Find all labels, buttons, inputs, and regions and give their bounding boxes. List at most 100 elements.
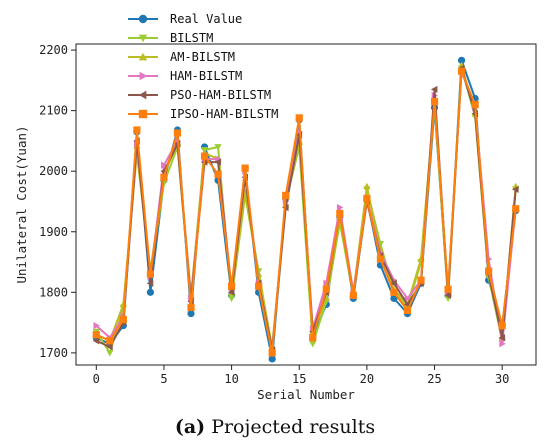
y-tick-label: 1800 <box>39 285 68 299</box>
x-tick-label: 5 <box>160 372 167 386</box>
legend: Real Value BILSTM AM-BILSTM HAM-BILSTM PSO-H… <box>128 12 278 121</box>
data-point <box>187 309 195 318</box>
series-layer <box>92 56 520 363</box>
data-point <box>214 144 222 151</box>
data-point <box>268 355 276 363</box>
data-point <box>430 97 439 106</box>
caption-text: Projected results <box>211 416 376 438</box>
x-tick-label: 20 <box>360 372 374 386</box>
data-point <box>363 182 371 190</box>
data-point <box>282 191 290 200</box>
data-point <box>227 288 235 296</box>
data-point <box>106 343 113 351</box>
data-point <box>161 161 168 169</box>
data-point <box>106 350 114 357</box>
series-real-value <box>92 56 520 363</box>
data-point <box>227 295 236 302</box>
legend-label: HAM-BILSTM <box>170 69 242 83</box>
x-tick-label: 10 <box>224 372 238 386</box>
axis-layer: 0 5 10 15 20 25 30 1700 1800 1900 2000 2100 2200 <box>39 43 509 386</box>
series-ipso-ham-bilstm <box>92 67 520 357</box>
legend-entry: BILSTM <box>128 31 213 45</box>
data-point <box>499 340 506 348</box>
figure-caption: (a) Projected results <box>0 416 550 438</box>
plot-frame <box>75 43 537 366</box>
legend-marker <box>138 34 148 43</box>
data-point <box>485 267 493 275</box>
data-point <box>187 303 195 312</box>
data-point <box>227 282 236 290</box>
data-point <box>173 129 182 137</box>
data-point <box>214 158 221 166</box>
data-point <box>92 337 100 345</box>
data-point <box>403 306 412 315</box>
data-point <box>93 322 100 330</box>
x-tick-label: 30 <box>495 372 509 386</box>
data-point <box>268 349 276 357</box>
x-tick-label: 25 <box>427 372 441 386</box>
data-point <box>512 185 519 193</box>
data-point <box>457 67 466 75</box>
data-point <box>160 173 168 181</box>
y-tick-label: 2100 <box>39 104 68 118</box>
data-point <box>498 334 506 342</box>
data-point <box>471 100 479 109</box>
data-point <box>119 315 127 324</box>
legend-label: Real Value <box>170 12 242 26</box>
data-point <box>390 288 398 296</box>
x-tick-label: 0 <box>93 372 100 386</box>
data-point <box>146 279 154 287</box>
data-point <box>444 285 452 293</box>
series-ham-bilstm <box>93 67 520 354</box>
data-point <box>376 255 385 263</box>
data-point <box>444 291 451 299</box>
data-point <box>295 114 303 122</box>
data-point <box>309 340 317 348</box>
legend-label: PSO-HAM-BILSTM <box>170 88 271 102</box>
data-point <box>336 203 344 212</box>
y-tick-label: 1900 <box>39 225 68 239</box>
data-point <box>92 331 100 339</box>
x-tick-label: 15 <box>292 372 306 386</box>
y-axis-label: Unilateral Cost(Yuan) <box>14 125 29 283</box>
y-tick-label: 2000 <box>39 164 68 178</box>
legend-entry: IPSO-HAM-BILSTM <box>128 107 278 121</box>
data-point <box>363 194 371 203</box>
data-point <box>146 270 155 278</box>
data-point <box>309 334 317 342</box>
legend-entry: PSO-HAM-BILSTM <box>128 88 271 102</box>
legend-entry: Real Value <box>128 12 242 26</box>
y-tick-label: 1700 <box>39 346 68 360</box>
legend-label: AM-BILSTM <box>170 50 235 64</box>
data-point <box>146 288 155 296</box>
legend-label: IPSO-HAM-BILSTM <box>170 107 278 121</box>
data-point <box>390 279 397 287</box>
legend-marker <box>139 71 148 81</box>
data-point <box>255 282 263 290</box>
legend-marker <box>138 90 147 100</box>
data-point <box>214 170 222 178</box>
data-point <box>404 294 412 302</box>
data-point <box>349 291 357 299</box>
data-point <box>457 56 466 64</box>
legend-entry: HAM-BILSTM <box>128 69 242 83</box>
caption-letter: (a) <box>174 416 206 438</box>
data-point <box>200 152 209 160</box>
data-point <box>241 164 249 172</box>
series-bilstm <box>92 65 520 357</box>
legend-marker <box>138 52 148 61</box>
legend-label: BILSTM <box>170 31 213 45</box>
y-tick-label: 2200 <box>39 43 68 57</box>
series-am-bilstm <box>92 61 520 350</box>
series-line <box>95 70 517 354</box>
data-point <box>390 294 398 302</box>
data-point <box>106 337 114 345</box>
data-point <box>322 285 330 293</box>
data-point <box>133 126 141 134</box>
data-point <box>512 205 520 213</box>
data-point <box>417 276 425 284</box>
x-axis-label: Serial Number <box>257 387 355 402</box>
data-point <box>430 85 438 94</box>
data-point <box>336 209 344 218</box>
